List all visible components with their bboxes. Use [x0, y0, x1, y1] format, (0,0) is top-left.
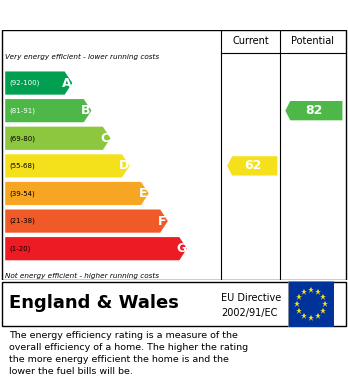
Polygon shape: [5, 72, 72, 95]
Text: Not energy efficient - higher running costs: Not energy efficient - higher running co…: [5, 273, 159, 279]
Polygon shape: [5, 127, 111, 150]
Polygon shape: [5, 237, 187, 260]
Text: (21-38): (21-38): [9, 218, 35, 224]
Text: 2002/91/EC: 2002/91/EC: [221, 308, 277, 317]
Text: Very energy efficient - lower running costs: Very energy efficient - lower running co…: [5, 54, 159, 60]
Polygon shape: [5, 182, 149, 205]
Text: (92-100): (92-100): [9, 80, 40, 86]
Text: Current: Current: [232, 36, 269, 47]
Text: (69-80): (69-80): [9, 135, 35, 142]
Text: 62: 62: [245, 160, 262, 172]
Polygon shape: [5, 99, 92, 122]
Text: The energy efficiency rating is a measure of the
overall efficiency of a home. T: The energy efficiency rating is a measur…: [9, 331, 248, 375]
Text: Energy Efficiency Rating: Energy Efficiency Rating: [69, 7, 279, 23]
Text: EU Directive: EU Directive: [221, 293, 281, 303]
Text: (39-54): (39-54): [9, 190, 35, 197]
Text: Potential: Potential: [291, 36, 334, 47]
Text: 82: 82: [306, 104, 323, 117]
Text: (55-68): (55-68): [9, 163, 35, 169]
Text: England & Wales: England & Wales: [9, 294, 179, 312]
Text: E: E: [139, 187, 147, 200]
Polygon shape: [5, 210, 168, 233]
Text: B: B: [81, 104, 90, 117]
Text: A: A: [62, 77, 71, 90]
Text: (1-20): (1-20): [9, 246, 31, 252]
Text: F: F: [158, 215, 166, 228]
Polygon shape: [285, 101, 342, 120]
Polygon shape: [5, 154, 130, 178]
Text: (81-91): (81-91): [9, 108, 35, 114]
Text: C: C: [100, 132, 109, 145]
Polygon shape: [227, 156, 277, 176]
Text: G: G: [176, 242, 186, 255]
Text: D: D: [119, 160, 129, 172]
